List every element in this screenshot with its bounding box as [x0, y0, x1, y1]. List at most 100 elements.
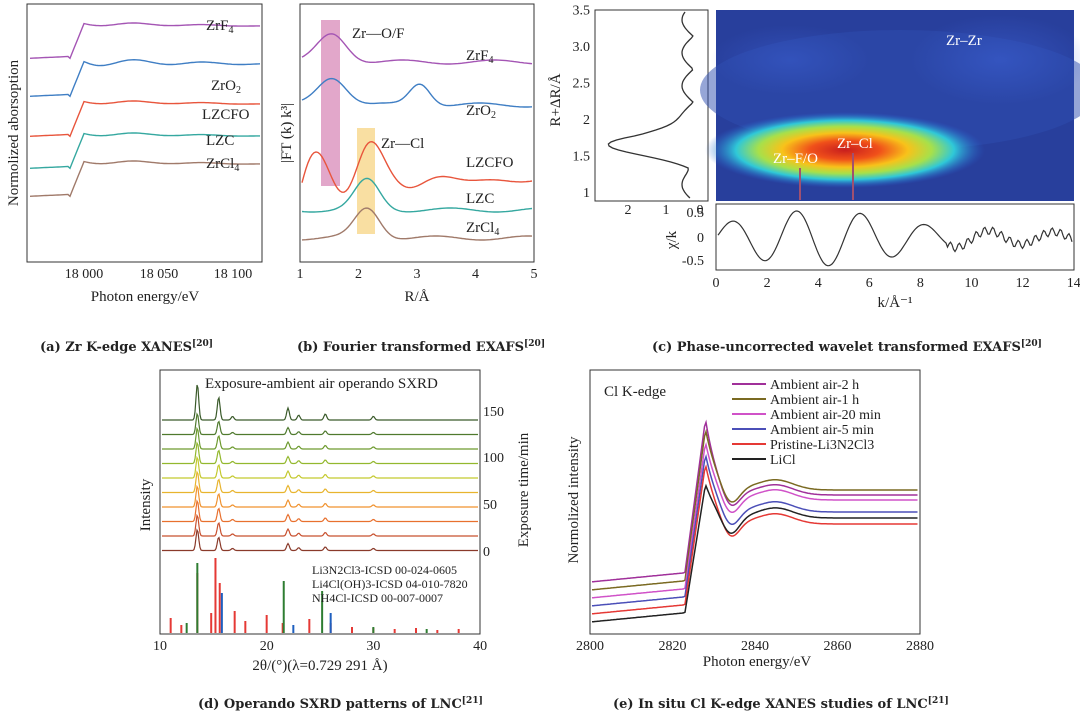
- b-xtick-0: 1: [297, 267, 304, 282]
- d-pattern-6: [162, 484, 478, 508]
- c-chik-ytick-1: 0: [697, 231, 704, 246]
- c-ytick-5: 3.5: [573, 4, 591, 19]
- b-ylabel: |FT (k) k³|: [279, 103, 295, 163]
- panel-c: 11.522.53.03.5 R+ΔR/Å 2 1 0 Zr–Zr Zr–Cl …: [548, 4, 1080, 355]
- c-ylabel: R+ΔR/Å: [548, 73, 564, 126]
- d-pattern-1: [162, 412, 478, 436]
- d-xlabel: 2θ/(°)(λ=0.729 291 Å): [252, 658, 387, 674]
- b-xtick-4: 5: [531, 267, 538, 282]
- c-xtick-3: 6: [866, 276, 873, 291]
- e-legend-label-1: Ambient air-1 h: [770, 393, 859, 408]
- a-xtick-1: 18 050: [140, 267, 179, 282]
- b-xtick-3: 4: [472, 267, 479, 282]
- b-annot-zr-cl: Zr—Cl: [381, 136, 424, 152]
- e-legend-label-0: Ambient air-2 h: [770, 378, 859, 393]
- a-series-4-line: [29, 160, 260, 198]
- d-pattern-4: [162, 455, 478, 479]
- c-annot-zr-fo: Zr–F/O: [773, 151, 818, 167]
- series-label-lzcfo: LZCFO: [202, 107, 250, 123]
- c-xtick-6: 12: [1016, 276, 1030, 291]
- e-title: Cl K-edge: [604, 384, 666, 400]
- c-xtick-1: 2: [764, 276, 771, 291]
- b-series-label-zro2: ZrO2: [466, 103, 496, 121]
- a-series-2-line: [29, 100, 260, 138]
- c-left-xtick-0: 2: [625, 203, 632, 218]
- panel-e-frame: [589, 369, 921, 635]
- e-ylabel: Normolized intensity: [566, 436, 582, 564]
- c-ytick-2: 2: [583, 113, 590, 128]
- e-xtick-1: 2820: [659, 639, 687, 654]
- d-pattern-3: [162, 441, 478, 465]
- d-ref-2: NH4Cl-ICSD 00-007-0007: [312, 591, 443, 605]
- c-annot-zr-cl: Zr–Cl: [837, 136, 873, 152]
- d-pattern-5: [162, 470, 478, 494]
- panel-d: Exposure-ambient air operando SXRD Li3N2…: [138, 369, 532, 712]
- c-xtick-2: 4: [815, 276, 822, 291]
- c-caption: (c) Phase-uncorrected wavelet transforme…: [652, 339, 1042, 355]
- a-caption: (a) Zr K-edge XANES[20]: [40, 339, 213, 355]
- e-xtick-0: 2800: [576, 639, 604, 654]
- e-series-0-line: [591, 419, 918, 583]
- e-xtick-3: 2860: [824, 639, 852, 654]
- c-ytick-4: 3.0: [573, 40, 591, 55]
- panel-d-frame: [159, 369, 481, 635]
- d-pattern-8: [162, 513, 478, 537]
- panel-b-frame: [299, 3, 535, 263]
- d-xtick-0: 10: [153, 639, 167, 654]
- b-series-label-zrf4: ZrF4: [466, 48, 494, 66]
- c-ytick-0: 1: [583, 186, 590, 201]
- c-ytick-3: 2.5: [573, 77, 591, 92]
- b-series-2-line: [301, 140, 533, 193]
- c-heatmap-hotspot: [705, 112, 985, 188]
- c-chik-ytick-2: -0.5: [682, 254, 704, 269]
- a-xtick-0: 18 000: [65, 267, 104, 282]
- series-label-zrf4: ZrF4: [206, 18, 234, 36]
- d-title: Exposure-ambient air operando SXRD: [205, 376, 438, 392]
- c-chik-ylabel: χ/k: [664, 230, 680, 250]
- d-xtick-3: 40: [473, 639, 487, 654]
- e-xlabel: Photon energy/eV: [703, 654, 812, 670]
- c-xlabel: k/Å⁻¹: [878, 295, 913, 311]
- b-series-0-line: [301, 33, 533, 65]
- d-pattern-7: [162, 499, 478, 523]
- c-ytick-1: 1.5: [573, 150, 591, 165]
- panel-a-frame: [26, 3, 263, 263]
- a-xlabel: Photon energy/eV: [91, 289, 200, 305]
- d-pattern-0: [162, 384, 478, 421]
- b-series-1-line: [301, 77, 533, 108]
- c-profile-curve: [607, 11, 694, 199]
- e-legend-label-5: LiCl: [770, 453, 796, 468]
- a-series-1-line: [29, 58, 261, 98]
- a-xtick-2: 18 100: [214, 267, 253, 282]
- d-xtick-2: 30: [366, 639, 380, 654]
- a-series-3-line: [29, 132, 260, 170]
- c-chik-curve: [717, 210, 1073, 267]
- c-chik-frame: [715, 203, 1075, 271]
- d-ref-0: Li3N2Cl3-ICSD 00-024-0605: [312, 563, 457, 577]
- c-xtick-4: 8: [917, 276, 924, 291]
- zr-of-highlight: [321, 20, 340, 186]
- d-ylabel: Intensity: [138, 478, 154, 531]
- e-series-5-line: [591, 483, 918, 623]
- b-xtick-2: 3: [414, 267, 421, 282]
- b-annot-zr-of: Zr—O/F: [352, 26, 405, 42]
- b-xlabel: R/Å: [404, 289, 429, 305]
- series-label-zrcl4: ZrCl4: [206, 156, 239, 174]
- panel-a: ZrF4 ZrO2 LZCFO LZC ZrCl4 18 000 18 050 …: [6, 3, 263, 355]
- a-series-0-line: [29, 22, 260, 60]
- series-label-zro2: ZrO2: [211, 78, 241, 96]
- d-rtick-0: 150: [483, 405, 504, 420]
- c-xtick-5: 10: [965, 276, 979, 291]
- c-xtick-7: 14: [1067, 276, 1080, 291]
- b-series-label-lzc: LZC: [466, 191, 494, 207]
- d-pattern-9: [162, 528, 478, 552]
- e-series-2-line: [591, 441, 918, 599]
- c-annot-zr-zr: Zr–Zr: [946, 33, 982, 49]
- e-legend-label-2: Ambient air-20 min: [770, 408, 881, 423]
- e-legend-label-3: Ambient air-5 min: [770, 423, 874, 438]
- d-ref-1: Li4Cl(OH)3-ICSD 04-010-7820: [312, 577, 468, 591]
- d-rtick-3: 0: [483, 545, 490, 560]
- d-pattern-2: [162, 426, 478, 450]
